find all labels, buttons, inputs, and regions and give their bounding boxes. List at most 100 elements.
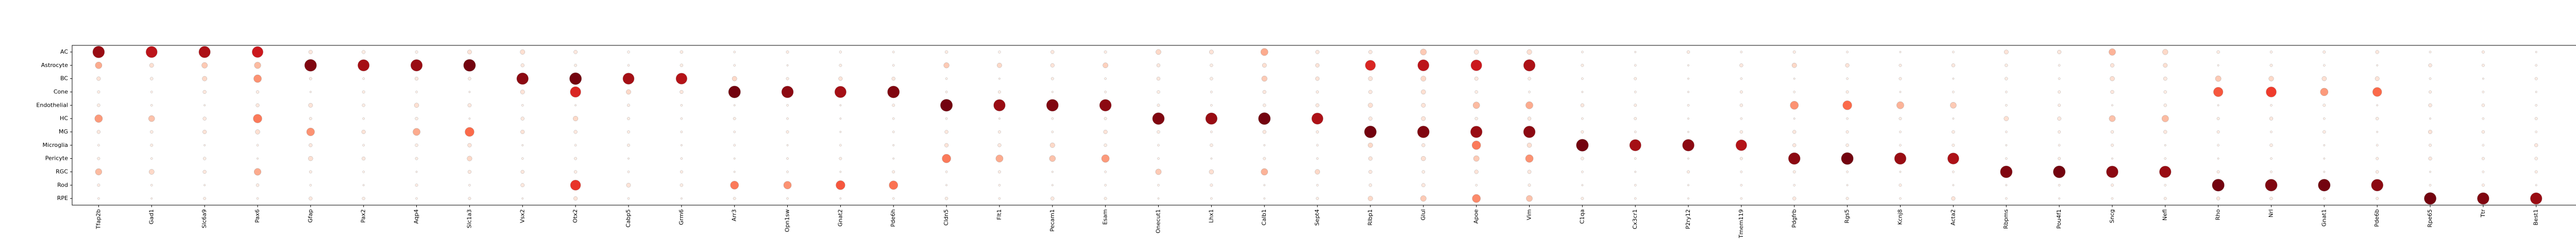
dot — [465, 127, 474, 137]
dot — [1952, 184, 1955, 187]
dot — [2163, 130, 2167, 134]
dot — [838, 76, 843, 81]
dot — [1156, 76, 1161, 81]
dot — [1528, 183, 1531, 187]
dot — [680, 144, 683, 146]
dot — [467, 156, 472, 161]
dot — [1474, 76, 1479, 81]
column-label: Sept4 — [1314, 209, 1320, 226]
dot — [97, 183, 100, 187]
dot — [2424, 192, 2436, 205]
dot — [2053, 165, 2066, 178]
dot — [627, 104, 630, 107]
dot — [202, 157, 207, 160]
dot — [1104, 77, 1107, 80]
dot — [149, 63, 154, 68]
dot — [521, 157, 524, 160]
column-label: Aqp4 — [413, 209, 420, 224]
dot — [1368, 116, 1372, 121]
dot — [892, 170, 895, 174]
dot — [2481, 63, 2485, 67]
dot — [2429, 90, 2432, 94]
dot — [2163, 104, 2167, 107]
dot — [1682, 139, 1694, 152]
dot — [1103, 129, 1108, 134]
dot — [1210, 197, 1213, 200]
dot — [2482, 144, 2485, 147]
dot — [2534, 77, 2538, 80]
column-label: C1qa — [1579, 209, 1585, 224]
dot — [1581, 91, 1584, 93]
dot — [2269, 196, 2273, 200]
dot — [97, 197, 100, 200]
dot — [573, 130, 578, 134]
column-label: Glul — [1420, 209, 1427, 221]
dot — [1210, 104, 1213, 107]
dot — [2004, 49, 2009, 55]
dot — [892, 64, 895, 67]
dot — [786, 144, 789, 146]
dot — [1316, 157, 1319, 160]
dot — [1687, 170, 1690, 174]
dot — [2269, 51, 2273, 54]
dot — [1952, 77, 1955, 80]
plot-frame — [72, 45, 2576, 206]
dot — [2376, 131, 2379, 133]
dot — [945, 184, 947, 187]
dot — [2005, 63, 2008, 67]
dot — [1952, 171, 1955, 173]
dot — [2429, 118, 2431, 120]
dot — [362, 77, 365, 80]
dot — [2266, 87, 2277, 97]
dot — [2163, 90, 2167, 94]
dot — [2376, 170, 2379, 174]
dot — [628, 157, 630, 160]
dot — [1050, 63, 1055, 68]
dot — [2535, 91, 2537, 93]
dot — [2111, 197, 2114, 200]
dot — [92, 46, 105, 58]
dot — [309, 77, 312, 80]
dot — [415, 171, 418, 173]
dot — [1046, 99, 1059, 112]
dot — [786, 117, 789, 120]
dot — [892, 51, 895, 54]
row-label: AC — [60, 48, 68, 55]
dot — [1841, 152, 1854, 165]
dot — [891, 76, 895, 81]
column-label: Pou4f1 — [2056, 209, 2062, 229]
dot — [2270, 157, 2273, 160]
dot — [97, 144, 100, 147]
dot — [521, 104, 524, 107]
dot — [1104, 91, 1107, 93]
dot — [1104, 51, 1107, 54]
dot — [362, 171, 365, 173]
dot — [839, 157, 842, 160]
dot — [309, 117, 312, 120]
dot — [839, 118, 842, 120]
dot — [1687, 77, 1689, 80]
column-label: Esam — [1102, 209, 1109, 225]
dot — [198, 46, 211, 58]
dot — [2216, 130, 2220, 133]
dot — [1899, 63, 1902, 67]
dot — [96, 76, 101, 81]
dot — [2058, 130, 2061, 133]
dot — [1209, 169, 1214, 175]
dot — [1527, 49, 1532, 55]
dot — [2005, 144, 2008, 146]
dot — [204, 184, 206, 187]
dot — [2482, 171, 2485, 173]
dot — [733, 51, 736, 54]
dot — [2429, 77, 2432, 80]
dot — [148, 169, 155, 175]
dot — [786, 130, 789, 133]
row-label: BC — [60, 75, 68, 82]
row-label: Cone — [54, 88, 68, 95]
dot — [2058, 197, 2060, 199]
dot — [1101, 154, 1110, 163]
dot — [2535, 51, 2537, 53]
dot — [1792, 170, 1796, 174]
dot — [1528, 91, 1531, 93]
